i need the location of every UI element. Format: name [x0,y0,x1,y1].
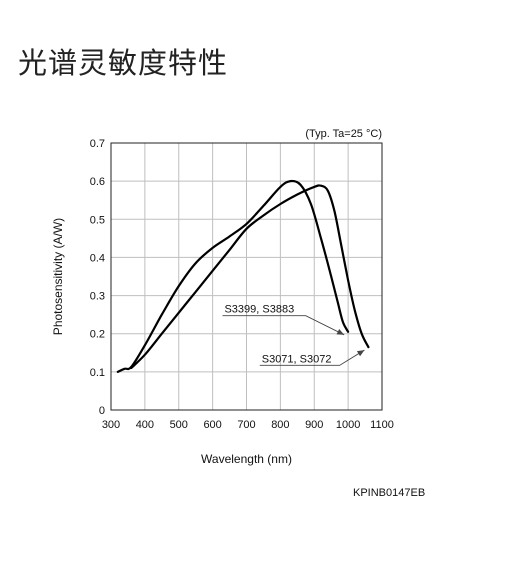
series-annotations: S3399, S3883 S3071, S3072 [222,304,365,366]
x-tick-label: 600 [203,419,221,431]
y-tick-label: 0.1 [90,367,105,379]
x-tick-label: 900 [305,419,323,431]
annotation-arrowhead [336,329,345,335]
x-tick-label: 1100 [370,419,394,431]
x-tick-label: 800 [271,419,289,431]
figure-code: KPINB0147EB [353,487,425,499]
series-line-2 [130,184,370,370]
x-tick-label: 300 [102,419,120,431]
y-tick-label: 0.7 [90,138,105,150]
grid-lines [111,143,382,410]
x-tick-label: 400 [136,419,154,431]
page-heading: 光谱灵敏度特性 [18,46,229,80]
y-tick-label: 0.5 [90,214,105,226]
annotation-arrowhead [356,350,365,357]
y-tick-label: 0 [99,405,105,417]
y-tick-labels: 0 0.1 0.2 0.3 0.4 0.5 0.6 0.7 [90,138,105,417]
annotation-leader-line [259,349,365,366]
series-line-1 [116,179,350,373]
x-axis-label: Wavelength (nm) [201,452,292,466]
x-tick-label: 700 [237,419,255,431]
annotation-leader-line [222,315,345,336]
y-axis-label: Photosensitivity (A/W) [51,218,65,335]
y-tick-label: 0.3 [90,291,105,303]
series-annotation-label: S3071, S3072 [262,353,332,365]
y-tick-label: 0.6 [90,176,105,188]
plot-frame [110,142,383,411]
x-tick-label: 500 [170,419,188,431]
y-tick-label: 0.2 [90,329,105,341]
x-tick-labels: 300 400 500 600 700 800 900 1000 1100 [102,419,394,431]
x-tick-label: 1000 [336,419,360,431]
series-annotation-label: S3399, S3883 [224,304,294,316]
y-tick-label: 0.4 [90,252,105,264]
condition-label: (Typ. Ta=25 °C) [305,128,382,140]
series-lines [116,179,370,373]
